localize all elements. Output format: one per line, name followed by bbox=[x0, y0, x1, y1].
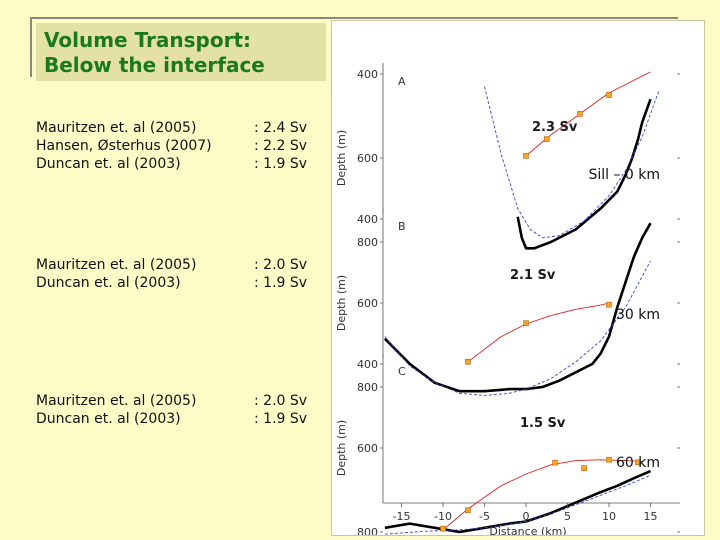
reference-value: : 1.9 Sv bbox=[254, 411, 308, 427]
y-tick-label: 800 bbox=[357, 381, 378, 394]
reference-row: Mauritzen et. al (2005) : 2.0 Sv bbox=[36, 392, 344, 410]
slide-title: Volume Transport: Below the interface bbox=[44, 28, 265, 78]
reference-row: Duncan et. al (2003) : 1.9 Sv bbox=[36, 410, 344, 428]
reference-group-60km: Mauritzen et. al (2005) : 2.0 Sv Duncan … bbox=[36, 392, 344, 428]
observation-marker bbox=[465, 507, 471, 513]
title-line-1: Volume Transport: bbox=[44, 28, 252, 52]
reference-name: Mauritzen et. al (2005) bbox=[36, 257, 197, 273]
reference-name: Mauritzen et. al (2005) bbox=[36, 393, 197, 409]
transport-annotation: 2.1 Sv bbox=[510, 268, 556, 283]
y-tick-label: 600 bbox=[357, 297, 378, 310]
x-tick-label: -5 bbox=[479, 510, 490, 523]
reference-value: : 2.2 Sv bbox=[254, 138, 308, 154]
reference-value: : 2.0 Sv bbox=[254, 393, 308, 409]
reference-row: Duncan et. al (2003) : 1.9 Sv bbox=[36, 274, 344, 292]
reference-row: Hansen, Østerhus (2007) : 2.2 Sv bbox=[36, 137, 344, 155]
y-tick-label: 800 bbox=[357, 236, 378, 249]
transport-annotation: 2.3 Sv bbox=[532, 120, 578, 135]
observation-marker bbox=[552, 459, 558, 466]
observation-marker bbox=[606, 456, 612, 463]
transport-figure: 400 600 800 Depth (m) A 2.3 Sv Sill – 0 km 400 6… bbox=[331, 20, 705, 536]
observation-marker bbox=[543, 136, 550, 142]
x-tick-label: -15 bbox=[393, 510, 411, 523]
interface-line bbox=[525, 71, 651, 157]
bathymetry-line bbox=[383, 222, 652, 393]
reference-name: Duncan et. al (2003) bbox=[36, 411, 181, 427]
x-axis-label: Distance (km) bbox=[489, 525, 566, 535]
transport-annotation: 1.5 Sv bbox=[520, 416, 566, 431]
interface-line bbox=[442, 459, 643, 531]
observation-marker bbox=[523, 320, 529, 326]
y-tick-label: 600 bbox=[357, 442, 378, 455]
x-tick-label: 0 bbox=[523, 510, 530, 523]
frame-left-line bbox=[30, 17, 32, 77]
x-tick-label: 10 bbox=[602, 510, 616, 523]
section-label: 60 km bbox=[616, 455, 660, 471]
x-tick-label: 5 bbox=[564, 510, 571, 523]
observation-marker bbox=[635, 459, 641, 466]
bathymetry-line bbox=[516, 98, 652, 250]
parabola-fit-line bbox=[484, 86, 660, 239]
observation-marker bbox=[523, 153, 529, 159]
reference-row: Mauritzen et. al (2005) : 2.0 Sv bbox=[36, 256, 344, 274]
x-tick-label: 15 bbox=[644, 510, 658, 523]
section-label: Sill – 0 km bbox=[588, 167, 660, 183]
reference-value: : 1.9 Sv bbox=[254, 275, 308, 291]
reference-name: Hansen, Østerhus (2007) bbox=[36, 138, 212, 154]
x-tick-label: -10 bbox=[434, 510, 452, 523]
y-tick-label: 800 bbox=[357, 526, 378, 535]
observation-marker bbox=[465, 358, 471, 365]
observation-marker bbox=[440, 525, 446, 532]
reference-row: Duncan et. al (2003) : 1.9 Sv bbox=[36, 155, 344, 173]
reference-value: : 2.4 Sv bbox=[254, 120, 308, 136]
observation-marker bbox=[606, 92, 612, 98]
y-tick-label: 400 bbox=[357, 213, 378, 226]
panel-letter: C bbox=[398, 365, 406, 378]
reference-name: Duncan et. al (2003) bbox=[36, 275, 181, 291]
reference-group-30km: Mauritzen et. al (2005) : 2.0 Sv Duncan … bbox=[36, 256, 344, 292]
observation-marker bbox=[581, 465, 587, 471]
reference-value: : 2.0 Sv bbox=[254, 257, 308, 273]
frame-top-line bbox=[30, 17, 678, 19]
title-line-2: Below the interface bbox=[44, 53, 265, 77]
y-tick-label: 400 bbox=[357, 68, 378, 81]
y-tick-label: 400 bbox=[357, 358, 378, 371]
reference-value: : 1.9 Sv bbox=[254, 156, 308, 172]
panel-letter: B bbox=[398, 220, 406, 233]
reference-group-sill: Mauritzen et. al (2005) : 2.4 Sv Hansen,… bbox=[36, 119, 344, 173]
parabola-fit-line bbox=[384, 474, 651, 535]
title-background bbox=[36, 23, 326, 81]
reference-row: Mauritzen et. al (2005) : 2.4 Sv bbox=[36, 119, 344, 137]
panel-letter: A bbox=[398, 75, 406, 88]
reference-name: Duncan et. al (2003) bbox=[36, 156, 181, 172]
section-label: 30 km bbox=[616, 307, 660, 323]
observation-marker bbox=[577, 111, 583, 117]
y-axis-label: Depth (m) bbox=[335, 275, 348, 331]
y-axis-label: Depth (m) bbox=[335, 420, 348, 476]
depth-section-chart: 400 600 800 Depth (m) A 2.3 Sv Sill – 0 km 400 6… bbox=[335, 63, 680, 535]
reference-name: Mauritzen et. al (2005) bbox=[36, 120, 197, 136]
interface-line bbox=[467, 302, 610, 363]
y-tick-label: 600 bbox=[357, 152, 378, 165]
observation-marker bbox=[606, 301, 612, 308]
y-axis-label: Depth (m) bbox=[335, 130, 348, 186]
